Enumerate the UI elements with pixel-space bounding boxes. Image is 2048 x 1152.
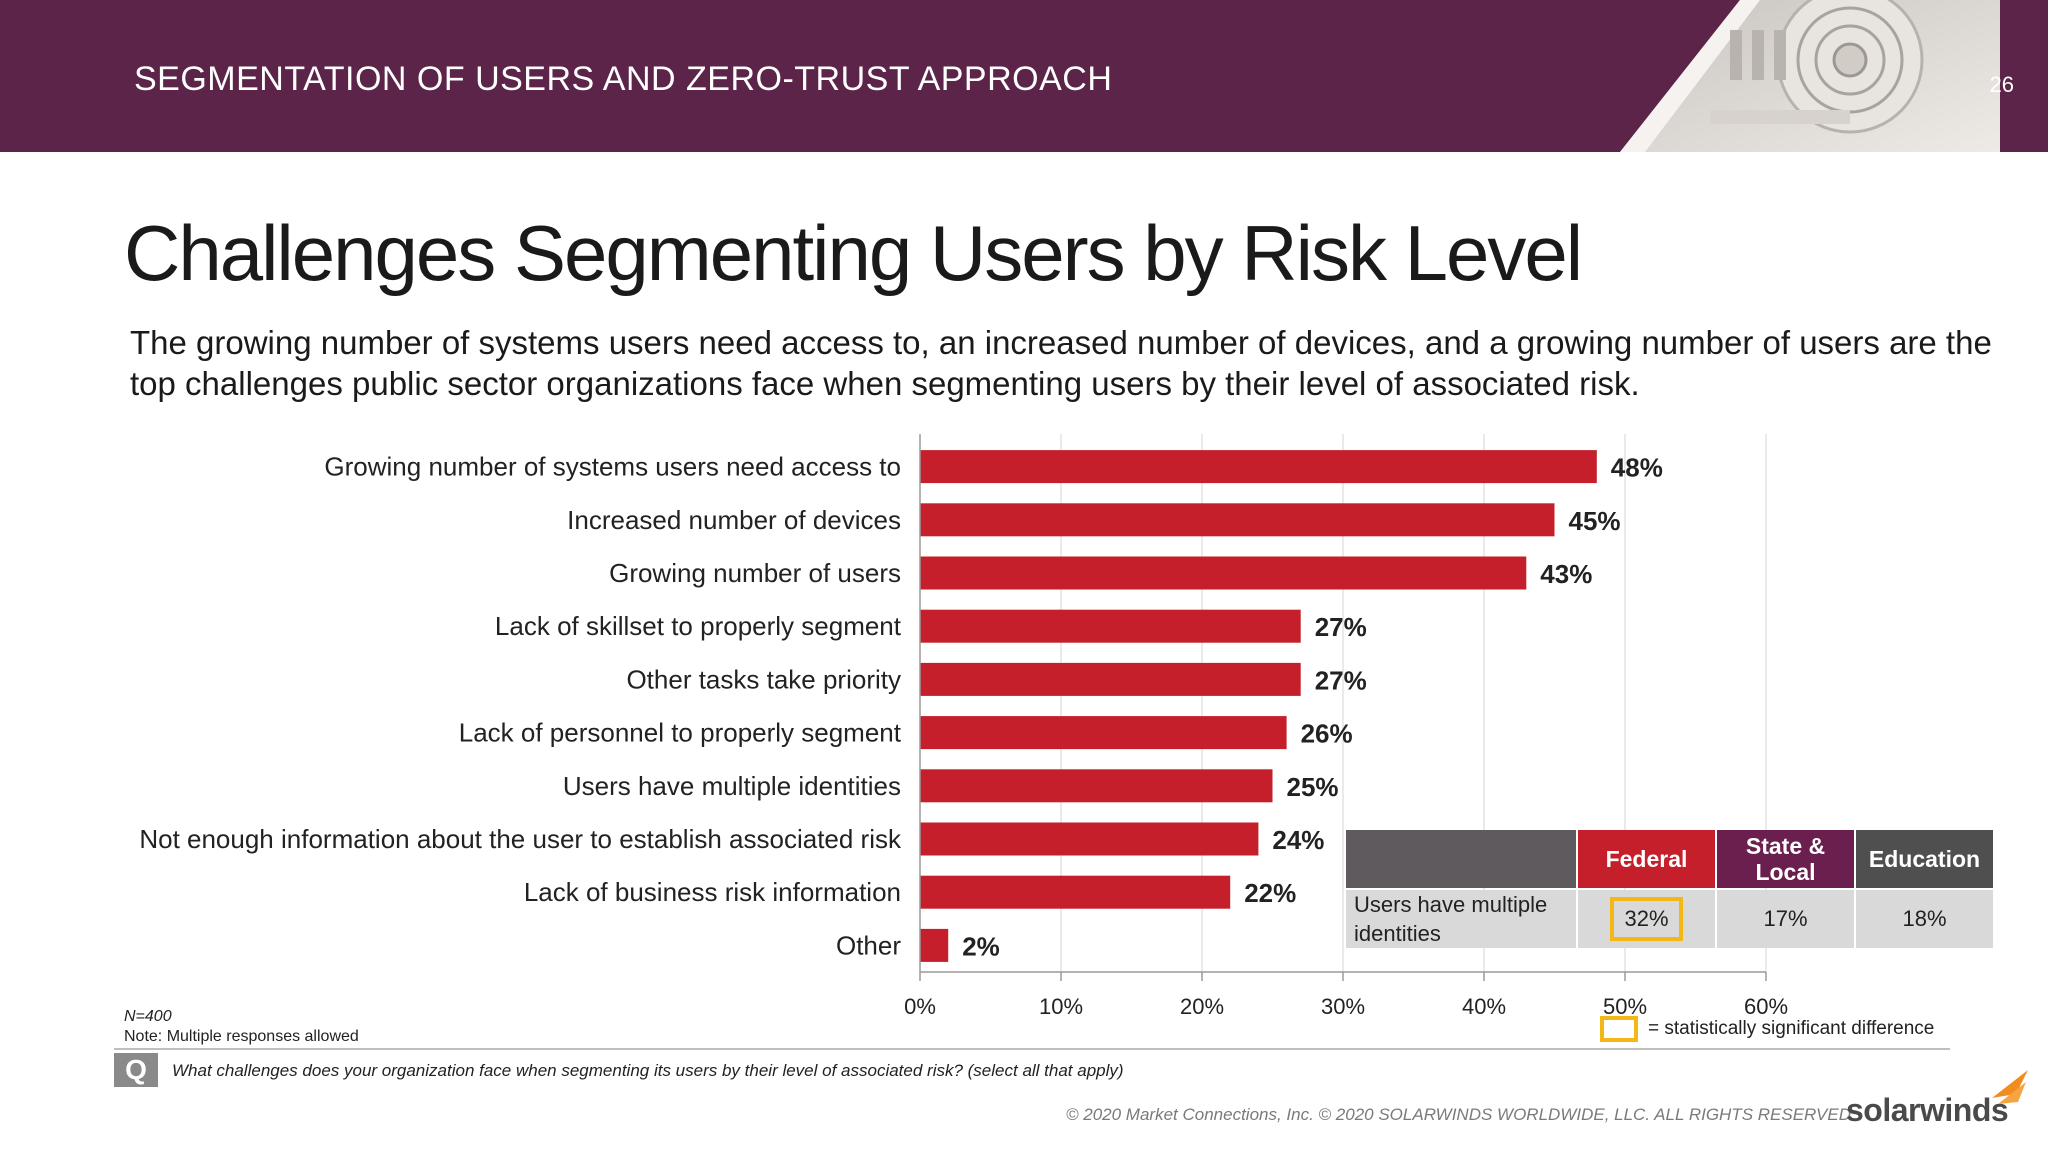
table-header-1: State & Local — [1717, 830, 1854, 888]
table-header-blank — [1346, 830, 1576, 888]
significance-legend-text: = statistically significant difference — [1648, 1018, 1935, 1039]
section-title: SEGMENTATION OF USERS AND ZERO-TRUST APP… — [134, 60, 1113, 98]
x-tick-label: 60% — [1744, 994, 1788, 1019]
multiple-responses-note: Note: Multiple responses allowed — [124, 1028, 359, 1045]
bar — [920, 928, 949, 962]
bar — [920, 769, 1273, 803]
data-label: 48% — [1611, 453, 1663, 483]
category-label: Lack of skillset to properly segment — [495, 611, 902, 641]
category-label: Users have multiple identities — [563, 771, 901, 801]
category-label: Other tasks take priority — [626, 664, 901, 694]
slide-title: Challenges Segmenting Users by Risk Leve… — [124, 209, 1583, 297]
sample-size-note: N=400 — [124, 1008, 172, 1025]
x-tick-label: 50% — [1603, 994, 1647, 1019]
data-label: 2% — [962, 931, 1000, 961]
table-row-label: Users have multiple identities — [1346, 890, 1576, 948]
data-label: 24% — [1272, 825, 1324, 855]
solarwinds-flame-icon — [1992, 1070, 2028, 1104]
page-number: 26 — [1989, 72, 2014, 97]
copyright-text: © 2020 Market Connections, Inc. © 2020 S… — [1066, 1105, 1851, 1124]
question-divider — [114, 1048, 1950, 1050]
bar — [920, 716, 1287, 750]
category-label: Lack of personnel to properly segment — [459, 718, 902, 748]
column-capital-image — [1620, 0, 2000, 152]
solarwinds-logo: solarwinds — [1846, 1092, 2009, 1128]
table-value-1: 17% — [1717, 890, 1854, 948]
category-label: Growing number of systems users need acc… — [324, 452, 901, 482]
x-tick-label: 0% — [904, 994, 936, 1019]
category-label: Other — [836, 930, 901, 960]
data-label: 25% — [1287, 772, 1339, 802]
slide-subtitle: The growing number of systems users need… — [130, 324, 1992, 402]
significance-legend-box — [1600, 1016, 1638, 1042]
x-tick-label: 30% — [1321, 994, 1365, 1019]
data-label: 45% — [1569, 506, 1621, 536]
category-label: Growing number of users — [609, 558, 901, 588]
bar-chart: Growing number of systems users need acc… — [139, 434, 1788, 1019]
question-badge: Q — [114, 1053, 158, 1087]
bar — [920, 503, 1555, 537]
data-label: 27% — [1315, 665, 1367, 695]
survey-question: What challenges does your organization f… — [172, 1061, 1124, 1080]
bar — [920, 609, 1301, 643]
x-tick-label: 40% — [1462, 994, 1506, 1019]
category-label: Not enough information about the user to… — [139, 824, 902, 854]
data-label: 43% — [1540, 559, 1592, 589]
bar — [920, 875, 1231, 909]
significance-highlight-box — [1610, 897, 1683, 941]
category-label: Lack of business risk information — [524, 877, 901, 907]
bar — [920, 662, 1301, 696]
data-label: 27% — [1315, 612, 1367, 642]
data-label: 26% — [1301, 719, 1353, 749]
table-header-2: Education — [1856, 830, 1993, 888]
data-label: 22% — [1244, 878, 1296, 908]
bar — [920, 822, 1259, 856]
x-tick-label: 20% — [1180, 994, 1224, 1019]
slide-header: SEGMENTATION OF USERS AND ZERO-TRUST APP… — [0, 0, 2048, 152]
bar — [920, 450, 1597, 484]
x-tick-label: 10% — [1039, 994, 1083, 1019]
bar — [920, 556, 1527, 590]
table-value-2: 18% — [1856, 890, 1993, 948]
category-label: Increased number of devices — [567, 505, 901, 535]
table-header-0: Federal — [1578, 830, 1715, 888]
